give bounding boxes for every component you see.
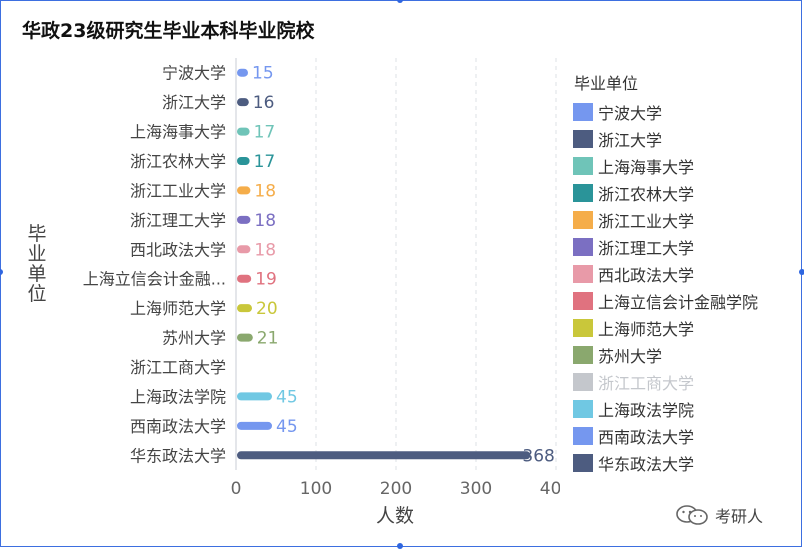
category-label: 宁波大学 <box>162 64 226 83</box>
category-label: 苏州大学 <box>162 329 226 348</box>
category-label: 上海政法学院 <box>130 387 226 406</box>
category-label: 上海立信会计金融... <box>83 270 226 289</box>
bar-value-label: 45 <box>276 387 298 407</box>
category-label: 华东政法大学 <box>130 446 226 465</box>
legend-swatch <box>573 130 593 148</box>
legend-swatch <box>573 292 593 310</box>
legend-swatch <box>573 427 593 445</box>
legend-swatch <box>573 103 593 121</box>
legend-item[interactable]: 上海政法学院 <box>573 399 695 420</box>
legend-swatch <box>573 319 593 337</box>
legend-label: 浙江农林大学 <box>598 185 695 204</box>
legend-swatch <box>573 157 593 175</box>
bar-value-label: 17 <box>254 123 276 143</box>
category-label: 浙江农林大学 <box>130 152 226 171</box>
legend-item[interactable]: 宁波大学 <box>573 102 663 123</box>
legend-label: 苏州大学 <box>598 347 663 366</box>
bar <box>237 186 251 195</box>
bar-value-label: 17 <box>254 152 276 172</box>
bar <box>237 157 250 165</box>
bar-value-label: 18 <box>254 240 276 260</box>
resize-handle-left[interactable] <box>0 269 3 275</box>
legend-swatch <box>573 346 593 364</box>
x-tick-label: 200 <box>380 479 412 499</box>
bar <box>237 333 253 342</box>
bar <box>237 421 272 430</box>
legend-label: 宁波大学 <box>598 104 663 123</box>
bar-value-label: 45 <box>276 417 298 437</box>
resize-handle-right[interactable] <box>799 269 804 275</box>
category-label: 上海海事大学 <box>130 123 226 142</box>
chart-title: 华政23级研究生毕业本科毕业院校 <box>22 20 315 42</box>
watermark-text: 考研人 <box>715 507 764 526</box>
bar <box>237 451 531 460</box>
legend-label: 浙江理工大学 <box>598 239 695 258</box>
legend-title: 毕业单位 <box>574 74 639 93</box>
bar-value-label: 368 <box>522 446 554 466</box>
legend-label: 上海政法学院 <box>598 401 695 420</box>
legend-item[interactable]: 上海海事大学 <box>573 156 695 177</box>
legend-swatch <box>573 265 593 283</box>
category-label: 浙江理工大学 <box>130 211 226 230</box>
legend-item[interactable]: 苏州大学 <box>573 345 663 366</box>
category-label: 西南政法大学 <box>130 417 226 436</box>
legend-label: 上海海事大学 <box>598 158 695 177</box>
category-label: 上海师范大学 <box>130 299 226 318</box>
category-label: 浙江工业大学 <box>130 181 226 200</box>
bar-value-label: 18 <box>254 211 276 231</box>
legend-item[interactable]: 上海立信会计金融学院 <box>573 291 759 312</box>
bar <box>237 215 251 224</box>
x-tick-label: 100 <box>300 479 332 499</box>
legend-label: 上海立信会计金融学院 <box>598 293 759 312</box>
bar <box>237 245 251 254</box>
category-label: 浙江大学 <box>162 93 226 112</box>
legend-swatch <box>573 238 593 256</box>
legend-item[interactable]: 华东政法大学 <box>573 453 695 474</box>
legend-swatch <box>573 184 593 202</box>
x-axis-label: 人数 <box>376 505 414 527</box>
legend-item[interactable]: 西南政法大学 <box>573 426 695 447</box>
legend-label: 华东政法大学 <box>598 455 695 474</box>
x-tick-label: 400 <box>540 479 560 499</box>
legend-item[interactable]: 浙江农林大学 <box>573 183 695 204</box>
legend-label: 上海师范大学 <box>598 320 695 339</box>
bar-value-label: 19 <box>255 270 277 290</box>
legend-label: 浙江工业大学 <box>598 212 695 231</box>
bar <box>237 304 252 313</box>
legend-swatch <box>573 211 593 229</box>
legend-swatch <box>573 400 593 418</box>
legend-swatch <box>573 454 593 472</box>
bar-value-label: 16 <box>253 93 275 113</box>
legend-label: 西北政法大学 <box>598 266 695 285</box>
bar-value-label: 18 <box>254 181 276 201</box>
legend-item[interactable]: 浙江大学 <box>573 129 663 150</box>
category-label: 浙江工商大学 <box>130 358 226 377</box>
watermark: 考研人 <box>675 503 763 527</box>
x-tick-label: 300 <box>460 479 492 499</box>
bar-chart: 0 100 200 300 400 人数 毕业单位 宁波大学 15 浙江大学 16 上海海事大学 17 浙… <box>27 58 560 527</box>
bar-value-label: 20 <box>256 299 278 319</box>
bar <box>237 392 272 401</box>
legend-item[interactable]: 西北政法大学 <box>573 264 695 285</box>
category-label: 西北政法大学 <box>130 240 226 259</box>
legend-swatch <box>573 373 593 391</box>
bar <box>237 274 252 283</box>
legend-item[interactable]: 浙江工商大学 <box>573 372 695 393</box>
legend-label: 浙江工商大学 <box>598 374 695 393</box>
resize-handle-bottom[interactable] <box>397 543 403 549</box>
bar-value-label: 15 <box>252 64 274 84</box>
bar <box>237 127 250 136</box>
bar <box>237 98 249 107</box>
legend-item[interactable]: 浙江理工大学 <box>573 237 695 258</box>
bar <box>237 68 248 77</box>
legend-label: 浙江大学 <box>598 131 663 150</box>
legend-item[interactable]: 上海师范大学 <box>573 318 695 339</box>
bar-value-label: 21 <box>257 329 279 349</box>
y-axis-label: 毕业单位 <box>27 223 46 305</box>
x-tick-label: 0 <box>231 479 242 499</box>
wechat-icon <box>676 505 708 525</box>
legend-item[interactable]: 浙江工业大学 <box>573 210 695 231</box>
legend-label: 西南政法大学 <box>598 428 695 447</box>
resize-handle-top[interactable] <box>397 0 403 3</box>
